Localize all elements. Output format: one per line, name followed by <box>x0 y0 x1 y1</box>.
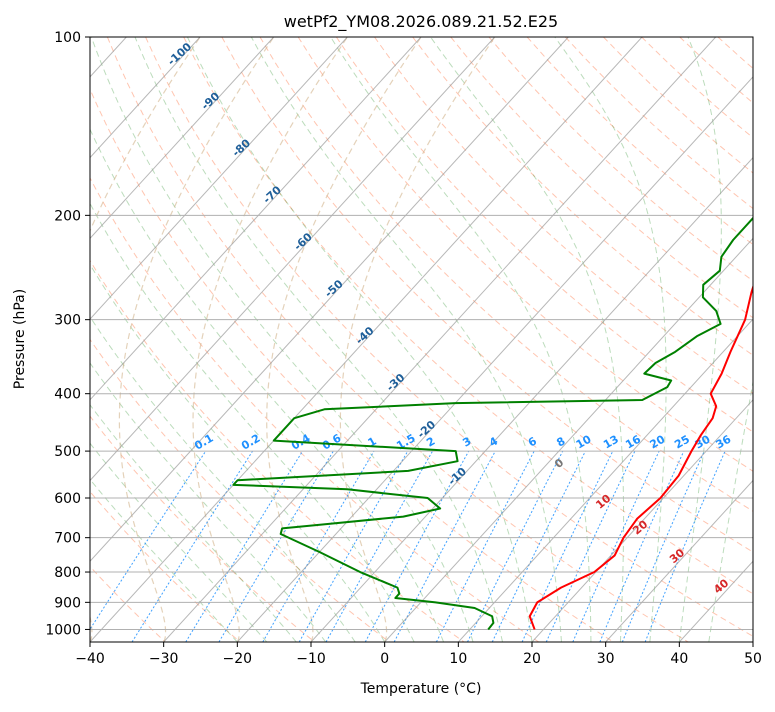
isotherm <box>383 237 753 642</box>
mixing-ratio-line <box>393 450 496 642</box>
mixing-ratio-line <box>185 450 303 642</box>
y-tick-label: 400 <box>54 387 81 403</box>
mixing-ratio-line <box>545 450 636 642</box>
y-tick-label: 600 <box>54 491 81 507</box>
x-tick-label: 10 <box>449 651 467 667</box>
dry-adiabat <box>90 490 241 642</box>
dry-adiabat <box>90 415 316 642</box>
isotherm <box>90 37 275 240</box>
mixing-ratio-line <box>364 450 470 642</box>
moist-adiabat <box>90 403 297 642</box>
y-tick-label: 900 <box>54 595 81 611</box>
x-tick-label: 30 <box>597 651 615 667</box>
moist-adiabat <box>554 37 667 642</box>
x-axis-label: Temperature (°C) <box>360 681 482 697</box>
mixing-ratio-line <box>572 450 660 642</box>
moist-adiabat <box>134 37 504 642</box>
x-tick-label: −20 <box>223 651 253 667</box>
isotherm <box>90 37 201 159</box>
moist-adiabat <box>90 263 386 642</box>
x-tick-label: 50 <box>744 651 762 667</box>
moist-adiabat <box>90 37 474 642</box>
x-tick-label: 20 <box>523 651 541 667</box>
isotherm <box>310 156 753 642</box>
isotherm <box>90 37 496 482</box>
background-lines <box>90 37 753 642</box>
moist-adiabat <box>250 37 562 642</box>
y-tick-label: 300 <box>54 313 81 329</box>
y-tick-label: 800 <box>54 565 81 581</box>
series-layer <box>232 216 753 631</box>
y-tick-label: 1000 <box>45 622 81 638</box>
x-tick-label: −40 <box>75 651 105 667</box>
reference-curve <box>118 37 275 642</box>
dry-adiabat <box>450 37 753 319</box>
dry-adiabat <box>335 37 753 433</box>
isotherm <box>90 37 422 401</box>
isotherm <box>90 37 643 642</box>
y-tick-label: 700 <box>54 531 81 547</box>
dry-adiabat <box>259 37 753 512</box>
mixing-ratio-line <box>90 450 207 631</box>
moist-adiabat <box>708 379 753 642</box>
temperature-profile-line <box>528 283 753 630</box>
moist-adiabat <box>90 128 445 642</box>
isotherm <box>604 479 753 642</box>
x-tick-label: 40 <box>670 651 688 667</box>
isotherm <box>457 318 753 642</box>
x-tick-label: 0 <box>380 651 389 667</box>
isotherm <box>90 37 349 320</box>
x-tick-label: −30 <box>149 651 179 667</box>
axis-ticks: −40 −30 −20 −10 0 10 20 30 40 50 100 200 300 400 500 60… <box>45 30 762 667</box>
mixing-ratio-line <box>325 450 433 642</box>
plot-frame <box>89 36 754 643</box>
isotherm <box>162 37 717 642</box>
chart-title: wetPf2_YM08.2026.089.21.52.E25 <box>284 12 558 32</box>
mixing-ratio-line <box>491 450 586 642</box>
dry-adiabat <box>106 37 690 642</box>
dry-adiabat <box>297 37 753 472</box>
y-tick-label: 100 <box>54 30 81 46</box>
moist-adiabat <box>90 315 356 642</box>
mixing-ratio-line <box>521 450 614 642</box>
isotherm <box>90 37 570 563</box>
mixing-ratio-line <box>621 450 705 642</box>
mixing-ratio-line <box>467 450 564 642</box>
moist-adiabat <box>186 37 533 642</box>
dry-adiabat <box>90 176 540 642</box>
y-tick-label: 500 <box>54 444 81 460</box>
dewpoint-profile-line <box>232 216 753 631</box>
moist-adiabat <box>330 37 592 642</box>
x-tick-label: −10 <box>296 651 326 667</box>
moist-adiabat <box>678 37 722 642</box>
pressure-grid <box>90 37 753 642</box>
y-tick-label: 200 <box>54 208 81 224</box>
moist-adiabat <box>430 37 625 642</box>
mixing-ratio-line <box>131 450 254 642</box>
isotherm <box>236 76 753 642</box>
reference-curve <box>192 37 348 642</box>
mixing-ratio-line <box>435 450 535 642</box>
reference-curve <box>339 37 496 642</box>
moist-adiabat <box>90 362 327 642</box>
y-axis-label: Pressure (hPa) <box>12 289 28 389</box>
